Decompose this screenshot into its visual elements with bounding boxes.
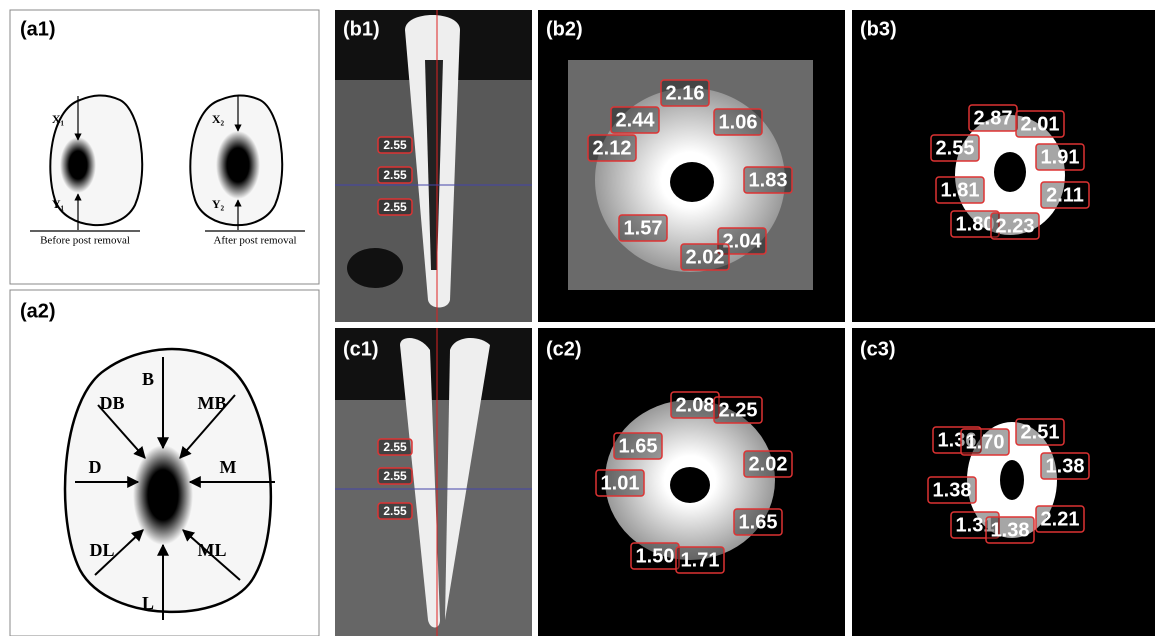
measurement: 2.11 [1041,182,1089,208]
measurement-label: 2.02 [749,453,788,475]
measurement: 1.71 [676,547,724,573]
measurement-label: 2.55 [383,440,407,454]
panel-label: (c3) [860,338,896,360]
panel-label: (a1) [20,18,56,40]
measurement-label: 2.11 [1046,184,1084,206]
measurement: 2.12 [588,135,636,161]
direction-label: D [89,457,102,477]
measurement: 1.06 [714,109,762,135]
direction-label: X₂ [212,112,225,126]
measurement: 2.55 [378,468,412,484]
measurement-label: 2.55 [383,469,407,483]
measurement: 2.08 [671,392,719,418]
measurement-label: 2.01 [1021,113,1060,135]
measurement-label: 2.08 [676,394,715,416]
measurement: 1.81 [936,177,984,203]
panel-label: (b1) [343,18,380,40]
measurement-label: 2.55 [383,168,407,182]
measurement-label: 2.12 [593,137,632,159]
direction-label: L [142,593,154,613]
measurement-label: 1.80 [956,213,995,235]
measurement: 2.23 [991,213,1039,239]
measurement-label: 1.38 [1046,455,1085,477]
measurement: 2.55 [378,199,412,215]
measurement-label: 2.51 [1021,421,1060,443]
measurement-label: 2.55 [383,200,407,214]
a2-drawing [65,349,275,620]
measurement-label: 1.50 [636,545,675,567]
measurement-label: 2.02 [686,246,725,268]
direction-label: X₁ [52,112,65,126]
panel-label: (b2) [546,18,583,40]
measurement-label: 1.38 [991,519,1030,541]
measurement: 2.02 [744,451,792,477]
measurement: 2.25 [714,397,762,423]
panel-label: (a2) [20,300,56,322]
measurement-label: 2.25 [719,399,758,421]
measurement-label: 2.87 [974,107,1013,129]
measurement: 2.55 [378,137,412,153]
measurement-label: 1.81 [941,179,980,201]
measurement-label: 2.55 [383,138,407,152]
measurement: 1.38 [928,477,976,503]
measurement: 2.87 [969,105,1017,131]
measurement-label: 1.71 [681,549,720,571]
figure: (a1) Before post removal After post remova… [0,0,1155,636]
measurement: 1.91 [1036,144,1084,170]
measurement-label: 2.55 [936,137,975,159]
measurement-label: 2.21 [1041,508,1080,530]
measurement-label: 2.55 [383,504,407,518]
measurement-label: 2.23 [996,215,1035,237]
measurement: 1.70 [961,429,1009,455]
measurement: 2.55 [931,135,979,161]
direction-label: M [220,457,237,477]
measurement: 1.38 [1041,453,1089,479]
measurement: 2.01 [1016,111,1064,137]
measurement: 1.01 [596,470,644,496]
direction-label: B [142,369,154,389]
measurement-label: 1.91 [1041,146,1080,168]
measurement: 1.65 [614,433,662,459]
measurement: 1.57 [619,215,667,241]
measurement-label: 2.16 [666,82,705,104]
caption: Before post removal [40,235,130,247]
measurement-label: 1.06 [719,111,758,133]
direction-label: MB [198,393,227,413]
direction-label: Y₂ [212,197,225,211]
direction-label: DB [99,393,124,413]
panel-label: (c2) [546,338,582,360]
measurement-label: 1.01 [601,472,640,494]
measurement: 2.21 [1036,506,1084,532]
measurement: 1.50 [631,543,679,569]
measurement-label: 1.65 [619,435,658,457]
measurement: 1.65 [734,509,782,535]
measurement-label: 1.65 [739,511,778,533]
measurement: 2.55 [378,167,412,183]
measurement-label: 1.57 [624,217,663,239]
measurement: 2.44 [611,107,659,133]
direction-label: Y₁ [52,197,65,211]
measurement: 2.51 [1016,419,1064,445]
measurement-label: 2.44 [616,109,656,131]
direction-label: DL [89,540,114,560]
measurement-label: 1.38 [933,479,972,501]
panel-label: (c1) [343,338,379,360]
measurement: 1.83 [744,167,792,193]
measurement-label: 1.83 [749,169,788,191]
measurement: 2.55 [378,503,412,519]
measurement: 2.16 [661,80,709,106]
measurement: 2.55 [378,439,412,455]
measurement: 1.38 [986,517,1034,543]
measurement-label: 1.70 [966,431,1005,453]
measurement: 2.02 [681,244,729,270]
panel-label: (b3) [860,18,897,40]
caption: After post removal [213,235,296,247]
direction-label: ML [198,540,227,560]
